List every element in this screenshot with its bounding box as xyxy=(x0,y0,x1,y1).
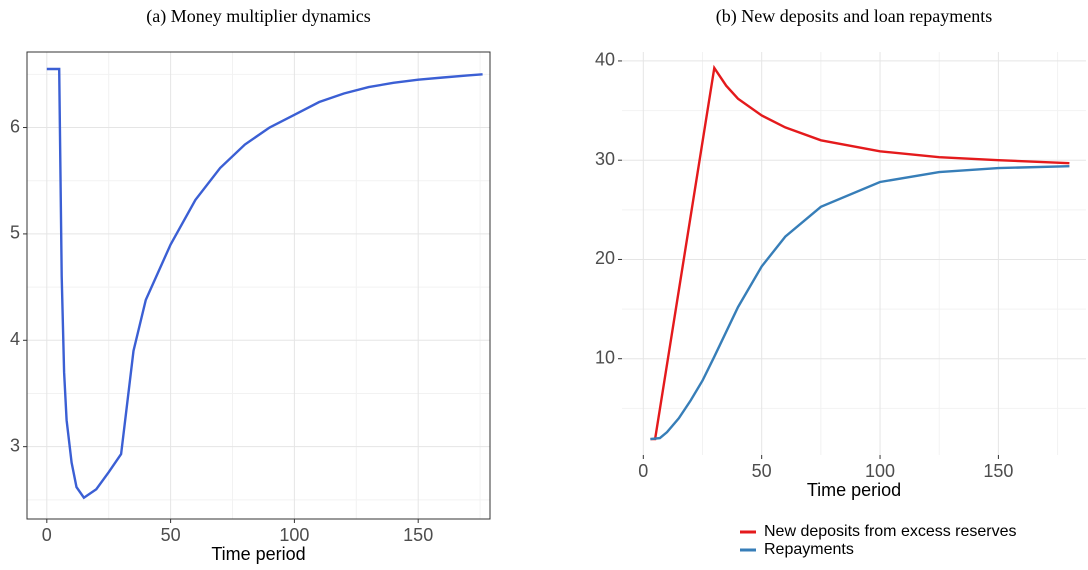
legend-label: New deposits from excess reserves xyxy=(764,523,1017,540)
data-line xyxy=(650,165,1070,441)
legend-label: Repayments xyxy=(764,541,854,558)
data-line xyxy=(650,64,1070,441)
y-tick-label: 3 xyxy=(10,435,20,455)
y-tick-label: 5 xyxy=(10,223,20,243)
chart-title: (b) New deposits and loan repayments xyxy=(716,6,992,27)
x-tick-label: 0 xyxy=(638,461,648,481)
x-axis-title: Time period xyxy=(211,544,305,564)
y-tick-label: 20 xyxy=(595,248,615,268)
x-axis-title: Time period xyxy=(807,480,901,500)
x-tick-label: 50 xyxy=(161,525,181,545)
x-tick-label: 100 xyxy=(279,525,309,545)
y-tick-label: 40 xyxy=(595,50,615,70)
x-tick-label: 0 xyxy=(42,525,52,545)
y-tick-label: 10 xyxy=(595,347,615,367)
chart-title: (a) Money multiplier dynamics xyxy=(146,6,370,27)
x-tick-label: 100 xyxy=(865,461,895,481)
x-tick-label: 150 xyxy=(403,525,433,545)
x-tick-label: 150 xyxy=(983,461,1013,481)
data-line xyxy=(46,67,483,500)
y-tick-label: 30 xyxy=(595,149,615,169)
x-tick-label: 50 xyxy=(752,461,772,481)
panel-border xyxy=(26,51,491,520)
y-tick-label: 4 xyxy=(10,329,20,349)
y-tick-label: 6 xyxy=(10,116,20,136)
